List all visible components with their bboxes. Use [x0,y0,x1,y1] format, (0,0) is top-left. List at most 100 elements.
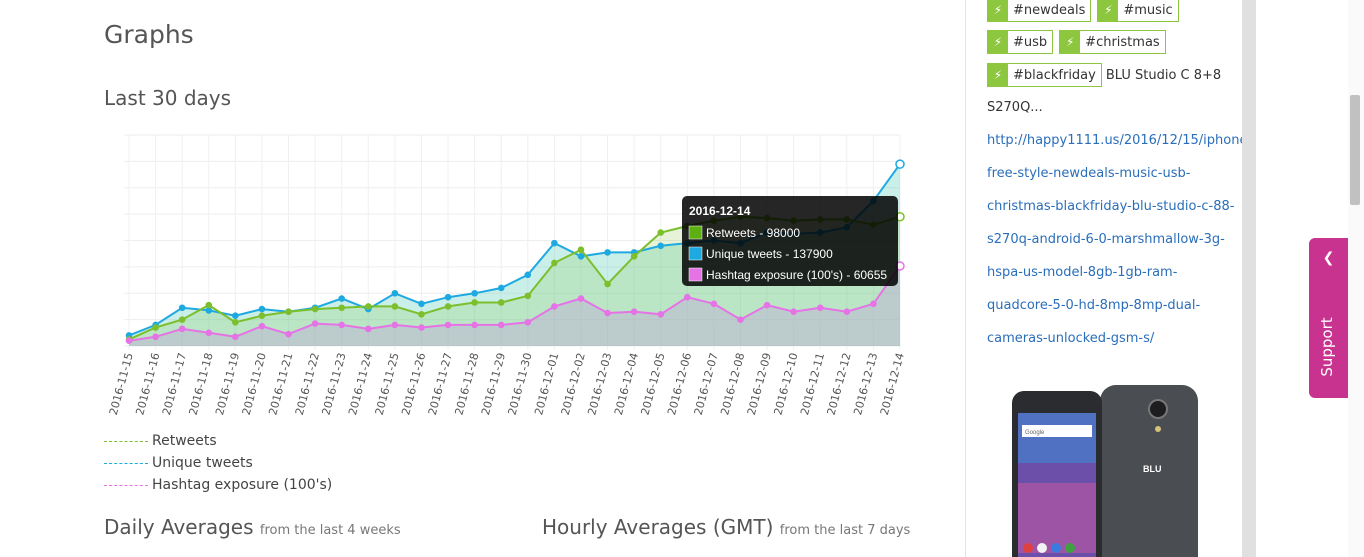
tweet-link-line[interactable]: free-style-newdeals-music-usb- [987,166,1191,181]
data-point [895,159,905,169]
data-point [338,321,345,329]
x-tick-label: 2016-12-13 [851,351,880,416]
data-point [577,253,585,260]
x-tick-label: 2016-11-24 [346,351,375,416]
x-tick-label: 2016-11-16 [133,351,162,416]
sidebar-scrollbar[interactable] [1242,0,1256,557]
tweet-link[interactable]: cameras-unlocked-gsm-s/ [987,322,1154,355]
tweet-link-line[interactable]: quadcore-5-0-hd-8mp-8mp-dual- [987,298,1201,313]
app-icon [1023,543,1033,553]
data-point [471,299,478,306]
data-point [497,299,505,306]
x-tick-label: 2016-11-15 [107,351,136,416]
data-point [471,321,478,329]
data-point [205,329,213,337]
tweet-link[interactable]: free-style-newdeals-music-usb- [987,157,1190,190]
daily-averages-subtitle: from the last 4 weeks [259,523,401,538]
section-title: Last 30 days [104,86,232,110]
data-point [524,318,532,326]
hashtag-usb[interactable]: ⚡ #usb [987,30,1054,54]
tweet-snippet-cont: S270Q... [987,100,1043,115]
data-point [604,309,611,317]
hashtag-blackfriday[interactable]: ⚡ #blackfriday [987,63,1102,87]
data-point [657,229,665,236]
x-tick-label: 2016-11-26 [399,351,428,416]
x-tick-label: 2016-12-06 [665,351,694,416]
legend-unique-label: Unique tweets [152,455,253,471]
tweet-link[interactable]: hspa-us-model-8gb-1gb-ram- [987,256,1177,289]
tweet-link[interactable]: s270q-android-6-0-marshmallow-3g- [987,223,1225,256]
data-point [364,303,372,310]
tooltip-swatch [688,246,703,261]
x-tick-label: 2016-11-22 [293,351,322,416]
x-tick-label: 2016-12-07 [692,351,721,416]
sidebar: ⚡ #newdeals ⚡ #music ⚡ #usb ⚡ #christmas ⚡ #b… [987,0,1252,557]
data-point [152,333,159,341]
data-point [471,289,478,297]
tag-row: ⚡ #usb ⚡ #christmas [987,30,1172,54]
data-point [258,322,266,330]
tweet-link-line[interactable]: christmas-blackfriday-blu-studio-c-88- [987,199,1235,214]
tweet-link[interactable]: http://happy1111.us/2016/12/15/iphone- [987,124,1252,157]
page-scrollbar-track[interactable] [1348,0,1364,557]
x-tick-label: 2016-11-23 [319,351,348,416]
data-point [790,308,797,316]
app-icon [1065,543,1075,553]
tooltip-date: 2016-12-14 [689,204,751,218]
data-point [125,337,133,345]
flash-icon [1155,426,1161,432]
data-point [710,300,718,308]
x-tick-label: 2016-11-20 [240,351,269,416]
tweet-link[interactable]: quadcore-5-0-hd-8mp-8mp-dual- [987,289,1200,322]
page-scrollbar-thumb[interactable] [1350,95,1360,205]
x-tick-label: 2016-11-18 [187,351,216,416]
hashtag-christmas[interactable]: ⚡ #christmas [1059,30,1166,54]
data-point [444,293,452,301]
legend-hashtag-label: Hashtag exposure (100's) [152,477,333,493]
x-tick-label: 2016-11-19 [213,351,242,416]
tweet-link-line[interactable]: s270q-android-6-0-marshmallow-3g- [987,232,1225,247]
tweet-link-line[interactable]: cameras-unlocked-gsm-s/ [987,331,1155,346]
product-phone-image[interactable]: BLU Google [1012,383,1202,557]
hashtag-music[interactable]: ⚡ #music [1097,0,1179,22]
tooltip-swatch [688,225,703,240]
legend-item: Retweets [104,430,332,452]
data-point [391,289,399,297]
legend-item: Hashtag exposure (100's) [104,474,332,496]
data-point [285,308,292,316]
line-chart[interactable]: 2016-11-152016-11-162016-11-172016-11-18… [100,120,910,420]
tag-label: #music [1123,2,1173,18]
tweet-link[interactable]: christmas-blackfriday-blu-studio-c-88- [987,190,1234,223]
x-tick-label: 2016-12-01 [532,351,561,416]
series-line-2 [128,265,901,342]
bolt-icon: ⚡ [988,64,1008,86]
support-tab[interactable]: ❮ Support [1309,238,1348,398]
x-tick-label: 2016-12-10 [771,351,800,416]
legend-retweets-label: Retweets [152,433,217,449]
data-point [843,308,851,316]
data-point [551,303,558,310]
tag-label: #newdeals [1013,2,1086,18]
daily-averages-heading: Daily Averages from the last 4 weeks [104,515,401,539]
series-area-1 [129,164,900,346]
tweet-link-line[interactable]: http://happy1111.us/2016/12/15/iphone- [987,133,1253,148]
legend-retweets-swatch [104,440,148,442]
x-tick-label: 2016-11-28 [452,351,481,416]
data-point [205,301,213,309]
x-tick-label: 2016-12-08 [718,351,747,416]
hashtag-newdeals[interactable]: ⚡ #newdeals [987,0,1092,22]
data-point [497,284,505,292]
bolt-icon: ⚡ [988,0,1008,21]
data-point [205,307,213,314]
x-tick-label: 2016-12-03 [585,351,614,416]
tweet-link-line[interactable]: hspa-us-model-8gb-1gb-ram- [987,265,1178,280]
camera-icon [1148,399,1168,419]
tooltip-row: Unique tweets - 137900 [706,247,833,261]
data-point [285,330,292,338]
tag-label: #christmas [1085,34,1160,50]
daily-averages-title: Daily Averages [104,515,254,539]
data-point [604,249,611,256]
x-tick-label: 2016-11-17 [160,351,189,416]
data-point [737,316,744,323]
bolt-icon: ⚡ [1060,31,1081,53]
